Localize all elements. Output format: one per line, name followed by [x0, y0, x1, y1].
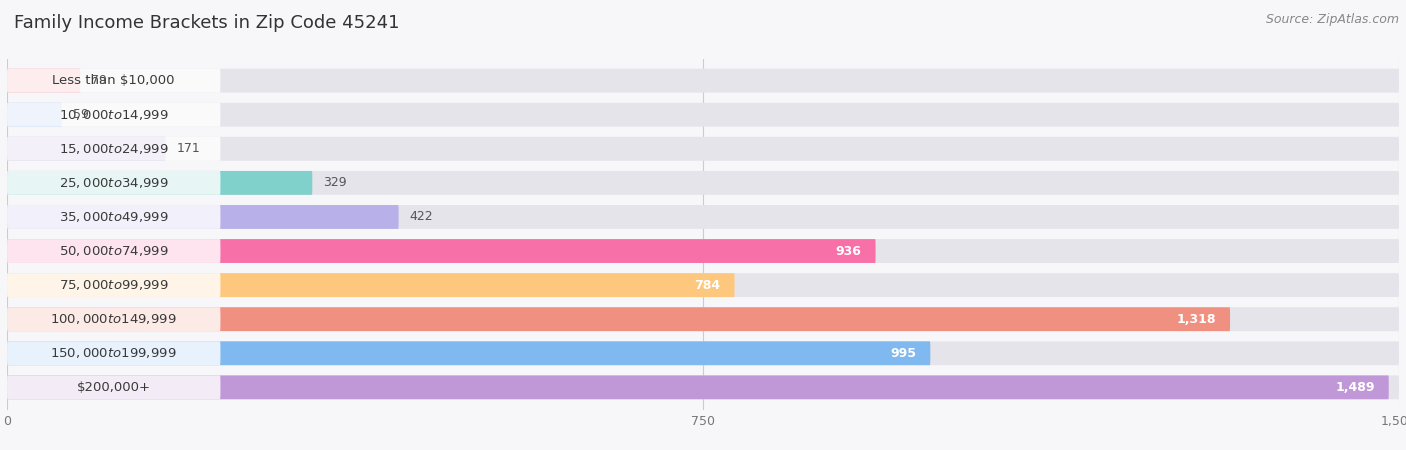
Text: 936: 936	[835, 244, 862, 257]
FancyBboxPatch shape	[7, 342, 931, 365]
Text: $25,000 to $34,999: $25,000 to $34,999	[59, 176, 169, 190]
FancyBboxPatch shape	[7, 342, 221, 365]
FancyBboxPatch shape	[7, 239, 1399, 263]
FancyBboxPatch shape	[7, 171, 221, 195]
Text: 1,489: 1,489	[1336, 381, 1375, 394]
Text: $50,000 to $74,999: $50,000 to $74,999	[59, 244, 169, 258]
FancyBboxPatch shape	[7, 375, 1389, 399]
Text: $35,000 to $49,999: $35,000 to $49,999	[59, 210, 169, 224]
FancyBboxPatch shape	[7, 69, 221, 93]
FancyBboxPatch shape	[7, 307, 221, 331]
FancyBboxPatch shape	[7, 103, 221, 126]
Text: Less than $10,000: Less than $10,000	[52, 74, 174, 87]
Text: Source: ZipAtlas.com: Source: ZipAtlas.com	[1265, 14, 1399, 27]
FancyBboxPatch shape	[7, 307, 1399, 331]
Text: 1,318: 1,318	[1177, 313, 1216, 326]
Text: 995: 995	[890, 347, 917, 360]
FancyBboxPatch shape	[7, 171, 1399, 195]
Text: 79: 79	[91, 74, 107, 87]
FancyBboxPatch shape	[7, 273, 1399, 297]
FancyBboxPatch shape	[7, 342, 1399, 365]
FancyBboxPatch shape	[7, 69, 80, 93]
Text: 171: 171	[177, 142, 201, 155]
FancyBboxPatch shape	[7, 69, 1399, 93]
Text: $10,000 to $14,999: $10,000 to $14,999	[59, 108, 169, 122]
Text: $200,000+: $200,000+	[77, 381, 150, 394]
Text: $150,000 to $199,999: $150,000 to $199,999	[51, 346, 177, 360]
FancyBboxPatch shape	[7, 273, 221, 297]
FancyBboxPatch shape	[7, 103, 1399, 126]
FancyBboxPatch shape	[7, 205, 221, 229]
FancyBboxPatch shape	[7, 239, 221, 263]
Text: 59: 59	[73, 108, 89, 121]
FancyBboxPatch shape	[7, 239, 876, 263]
FancyBboxPatch shape	[7, 375, 221, 399]
Text: 329: 329	[323, 176, 347, 189]
FancyBboxPatch shape	[7, 205, 399, 229]
FancyBboxPatch shape	[7, 307, 1230, 331]
Text: $100,000 to $149,999: $100,000 to $149,999	[51, 312, 177, 326]
Text: 784: 784	[695, 279, 721, 292]
FancyBboxPatch shape	[7, 205, 1399, 229]
FancyBboxPatch shape	[7, 137, 166, 161]
FancyBboxPatch shape	[7, 171, 312, 195]
FancyBboxPatch shape	[7, 137, 221, 161]
Text: $75,000 to $99,999: $75,000 to $99,999	[59, 278, 169, 292]
FancyBboxPatch shape	[7, 103, 62, 126]
FancyBboxPatch shape	[7, 375, 1399, 399]
Text: 422: 422	[409, 211, 433, 224]
FancyBboxPatch shape	[7, 137, 1399, 161]
FancyBboxPatch shape	[7, 273, 734, 297]
Text: Family Income Brackets in Zip Code 45241: Family Income Brackets in Zip Code 45241	[14, 14, 399, 32]
Text: $15,000 to $24,999: $15,000 to $24,999	[59, 142, 169, 156]
